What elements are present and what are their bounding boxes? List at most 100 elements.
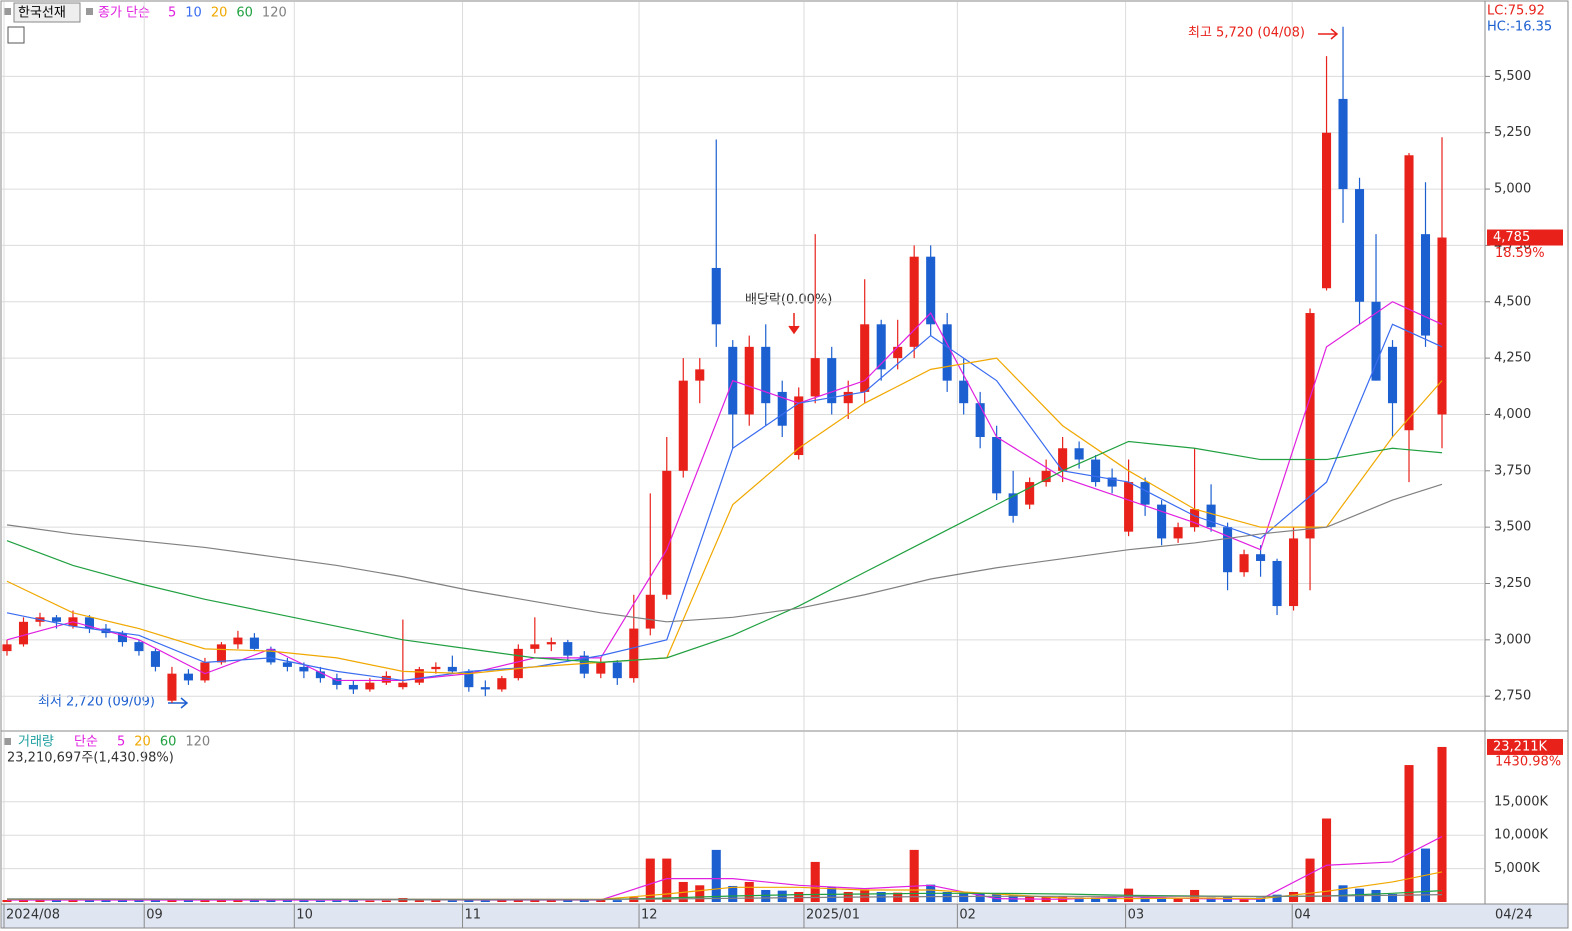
candle-body [942,324,952,381]
price-marker-label: 4,785 [1493,230,1530,245]
dividend-arrow [788,313,800,335]
candle-body [1074,448,1084,460]
candle-body [2,644,12,652]
candle-body [629,628,639,679]
volume-bar [1437,746,1447,902]
candle-body [1371,301,1381,381]
volume-bar [1387,893,1398,902]
y-tick-label: 5,500 [1494,69,1531,84]
candle-body [1008,493,1018,516]
y-tick-label: 5,250 [1494,125,1531,140]
volume-bar [167,899,177,902]
volume-bar [513,899,523,902]
candle-body [216,644,226,663]
legend-entry: 60 [236,6,253,21]
y-tick-label: 3,250 [1494,576,1531,591]
volume-change-label: 1430.98% [1495,754,1561,769]
candle-body [1173,527,1183,539]
candle-body [1239,554,1249,573]
candle-body [794,396,804,456]
candle-body [1206,504,1216,528]
volume-bar [348,900,358,902]
y-tick-label: 2,750 [1494,689,1531,704]
volume-bar [992,893,1002,902]
stock-name-box[interactable] [13,2,81,23]
volume-bar [1338,885,1348,902]
volume-bar [744,881,754,902]
volume-bar [84,900,95,902]
x-tick-label: 02 [959,908,976,923]
x-tick-label: 04 [1294,908,1311,923]
volume-bar [1305,858,1315,902]
stock-name: 한국선재 [18,6,66,21]
candle-body [1437,237,1447,415]
volume-bar [810,861,820,902]
volume-bar [645,858,655,902]
candle-body [183,673,193,681]
dividend-annotation: 배당락(0.00%) [745,293,832,308]
table-icon[interactable] [7,26,25,44]
candle-body [1041,470,1051,483]
legend-icon [86,8,93,15]
candle-body [1338,98,1348,190]
legend-entry: 120 [185,735,210,750]
candle-body [876,324,886,370]
candle-body [1107,477,1117,487]
v-tick-label: 5,000K [1494,861,1540,876]
candle-body [117,633,127,643]
candle-body [893,346,903,359]
volume-bar [315,900,325,902]
candle-body [645,594,655,629]
volume-bar [1091,897,1101,902]
volume-bar [728,885,738,902]
volume-legend-method: 단순 [74,735,98,750]
candle-body [513,648,523,679]
candle-body [414,669,424,683]
v-tick-label: 10,000K [1494,828,1548,843]
volume-bar [959,892,969,902]
candle-body [480,687,490,690]
volume-bar [761,889,771,902]
candle-body [266,648,276,663]
volume-bar [497,900,507,902]
candle-body [992,436,1002,494]
candle-body [1322,132,1332,289]
volume-bar [596,899,606,902]
volume-bar [1173,897,1183,902]
y-tick-label: 3,000 [1494,632,1531,647]
candle-body [1289,538,1299,607]
volume-bar [365,900,375,902]
candle-body [975,403,985,437]
candle-body [596,662,606,674]
high-arrow [1318,28,1339,40]
volume-marker-label: 23,211K [1493,739,1547,754]
candle-body [282,662,292,667]
candle-body [18,621,29,645]
price-marker [1487,229,1563,246]
candle-body [579,655,589,674]
x-tick-label: 11 [465,908,482,923]
legend-entry: 20 [134,735,151,750]
volume-bar [117,900,127,902]
x-tick-label: 10 [296,908,313,923]
ma-line [6,483,1443,623]
candle-body [711,267,721,325]
price-legend-label: 종가 단순 [98,6,150,21]
y-tick-label: 5,000 [1494,182,1531,197]
volume-total: 23,210,697주(1,430.98%) [7,751,174,766]
candle-body [1190,509,1200,528]
candle-body [150,651,160,667]
candle-body [1091,459,1101,483]
volume-bar [909,849,919,902]
candle-body [678,380,688,471]
y-tick-label: 3,750 [1494,463,1531,478]
volume-bar [1322,818,1332,902]
candle-body [860,324,870,392]
volume-bar [414,900,424,902]
candle-body [1223,527,1233,573]
candle-body [810,358,820,397]
volume-bar [299,900,309,902]
candle-body [1025,482,1035,505]
hc-label: HC:-16.35 [1487,20,1552,35]
ma-line [6,357,1443,675]
